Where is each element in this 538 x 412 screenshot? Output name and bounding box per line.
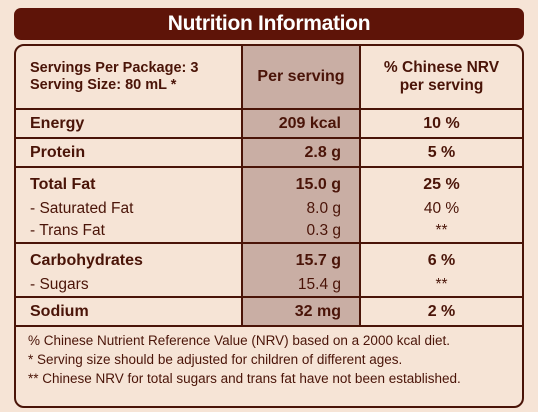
table-frame <box>14 44 524 408</box>
nutrient-value: 32 mg <box>241 297 360 327</box>
table-row: Sodium 32 mg 2 % <box>16 297 522 327</box>
nrv-header: % Chinese NRV per serving <box>359 46 522 110</box>
footnote-serving-size: * Serving size should be adjusted for ch… <box>28 352 403 367</box>
nutrient-nrv: 40 % <box>359 198 522 220</box>
nutrient-value: 8.0 g <box>241 198 360 220</box>
nutrient-label: - Saturated Fat <box>30 200 134 217</box>
nutrient-label: Sodium <box>16 297 242 327</box>
table-row: - Sugars 15.4 g ** <box>16 274 522 298</box>
table-row: Protein 2.8 g 5 % <box>16 138 522 168</box>
footnote-not-established: ** Chinese NRV for total sugars and tran… <box>28 371 461 386</box>
nutrient-nrv: 2 % <box>359 297 522 327</box>
header-row: Servings Per Package: 3 Serving Size: 80… <box>16 46 522 110</box>
table-row: - Saturated Fat 8.0 g 40 % <box>16 198 522 220</box>
nutrient-value: 15.7 g <box>241 243 360 274</box>
nutrition-table: Servings Per Package: 3 Serving Size: 80… <box>16 46 522 327</box>
table-row: Total Fat 15.0 g 25 % <box>16 167 522 198</box>
servings-per-package: Servings Per Package: 3 <box>30 60 199 76</box>
panel-title: Nutrition Information <box>14 8 524 40</box>
nutrient-label: Total Fat <box>30 175 96 193</box>
serving-size: Serving Size: 80 mL * <box>30 77 177 93</box>
nutrient-nrv: 10 % <box>359 109 522 139</box>
nrv-header-line2: per serving <box>399 77 484 94</box>
nutrient-value: 209 kcal <box>241 109 360 139</box>
nutrient-label: Carbohydrates <box>30 251 143 269</box>
nutrient-value: 0.3 g <box>241 220 360 244</box>
nutrient-value: 2.8 g <box>241 138 360 168</box>
table-row: - Trans Fat 0.3 g ** <box>16 220 522 244</box>
per-serving-header: Per serving <box>241 46 360 110</box>
nutrient-nrv: 5 % <box>359 138 522 168</box>
table-row: Energy 209 kcal 10 % <box>16 109 522 139</box>
nutrient-label: Energy <box>16 109 242 139</box>
nutrient-value: 15.4 g <box>241 274 360 298</box>
serving-info-cell: Servings Per Package: 3 Serving Size: 80… <box>16 46 242 110</box>
nutrient-nrv: ** <box>359 220 522 244</box>
nutrient-label: - Sugars <box>16 274 242 298</box>
nrv-header-line1: % Chinese NRV <box>383 59 500 76</box>
nutrient-label: Protein <box>16 138 242 168</box>
nutrient-nrv: 6 % <box>359 243 522 274</box>
footnotes: % Chinese Nutrient Reference Value (NRV)… <box>28 331 518 388</box>
table-row: Carbohydrates 15.7 g 6 % <box>16 243 522 274</box>
nutrient-label: - Trans Fat <box>16 220 242 244</box>
nutrient-nrv: ** <box>359 274 522 298</box>
nutrient-nrv: 25 % <box>359 167 522 198</box>
footnote-nrv: % Chinese Nutrient Reference Value (NRV)… <box>28 333 450 348</box>
nutrient-value: 15.0 g <box>241 167 360 198</box>
